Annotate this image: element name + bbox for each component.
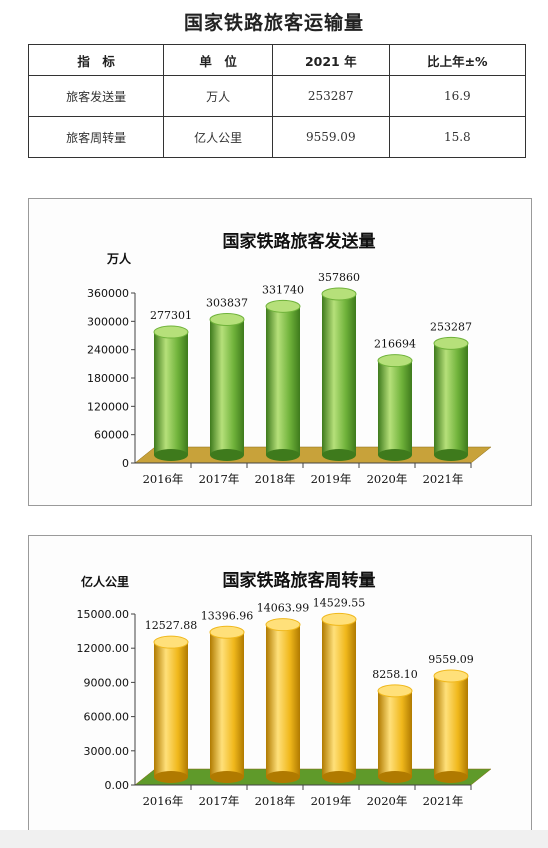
bar-base [266,449,300,461]
chart-title: 国家铁路旅客周转量 [223,570,376,591]
table-cell: 旅客周转量 [27,116,165,158]
y-tick-label: 6000.00 [84,711,130,724]
y-tick-label: 300000 [87,315,129,328]
table-header-row: 指 标 单 位 2021 年 比上年±% [27,44,527,76]
bar-top [377,684,413,698]
y-tick-label: 60000 [94,429,129,442]
x-tick-label: 2020年 [367,794,408,808]
bar-top [209,313,245,327]
data-label: 12527.88 [145,619,198,632]
chart-passenger-volume: 国家铁路旅客发送量万人 0 60000 120000 180000 240000 30000… [28,198,532,506]
data-label: 14529.55 [313,596,366,609]
data-label: 253287 [430,320,472,333]
bar-base [434,449,468,461]
bar [266,624,300,777]
header-year: 2021 年 [271,44,390,76]
data-label: 331740 [262,283,304,296]
bar-base [210,449,244,461]
bar [322,619,356,777]
y-tick-label: 0.00 [105,779,130,792]
bar [434,676,468,777]
bar-base [378,449,412,461]
bar-top [209,625,245,639]
x-tick-label: 2018年 [255,472,296,486]
table-cell: 253287 [271,75,390,117]
bar-top [321,287,357,301]
x-tick-label: 2019年 [311,794,352,808]
data-label: 216694 [374,338,416,351]
bar [322,294,356,455]
bar-base [322,449,356,461]
data-label: 303837 [206,297,248,310]
y-tick-label: 15000.00 [77,608,130,621]
x-tick-label: 2016年 [143,472,184,486]
bar-base [266,771,300,783]
bar-top [321,612,357,626]
header-indicator: 指 标 [27,44,165,76]
table-cell: 亿人公里 [163,116,273,158]
x-tick-label: 2017年 [199,794,240,808]
data-label: 8258.10 [372,668,418,681]
y-tick-label: 120000 [87,400,129,413]
table-cell: 旅客发送量 [27,75,165,117]
x-tick-label: 2021年 [423,794,464,808]
bar-top [433,336,469,350]
stats-table: 指 标 单 位 2021 年 比上年±% 旅客发送量 万人 253287 16.… [27,44,527,158]
page-title: 国家铁路旅客运输量 [183,12,364,34]
footer-strip [0,830,548,848]
table-cell: 16.9 [388,75,527,117]
x-tick-label: 2019年 [311,472,352,486]
bar-top [153,635,189,649]
x-tick-label: 2016年 [143,794,184,808]
chart-passenger-turnover: 国家铁路旅客周转量 亿人公里 0.00 3000.00 6000.00 9000.00 12… [28,535,532,831]
y-tick-label: 3000.00 [84,745,130,758]
y-tick-label: 12000.00 [77,642,130,655]
chart-svg-passenger-turnover: 国家铁路旅客周转量 亿人公里 0.00 3000.00 6000.00 9000.00 12… [77,570,492,808]
table-cell: 9559.09 [271,116,390,158]
header-change: 比上年±% [388,44,527,76]
data-label: 9559.09 [428,653,474,666]
bar-base [210,771,244,783]
header-unit: 单 位 [163,44,273,76]
table-row: 旅客发送量 万人 253287 16.9 [27,75,527,117]
x-tick-label: 2018年 [255,794,296,808]
bar-base [154,771,188,783]
bar [266,306,300,455]
bar [154,642,188,777]
bar-base [322,771,356,783]
y-tick-label: 180000 [87,372,129,385]
y-axis-unit-label: 万人 [106,251,132,266]
y-axis-unit-label: 亿人公里 [81,574,129,589]
y-tick-label: 0 [122,457,129,470]
data-label: 14063.99 [257,602,310,615]
bar-top [265,618,301,632]
table-cell: 万人 [163,75,273,117]
x-tick-label: 2017年 [199,472,240,486]
y-tick-label: 9000.00 [84,676,130,689]
bar-base [434,771,468,783]
bar-base [154,449,188,461]
data-label: 357860 [318,271,360,284]
bar [210,319,244,455]
bar [154,332,188,455]
data-label: 13396.96 [201,609,254,622]
x-tick-label: 2021年 [423,472,464,486]
bar [210,632,244,777]
bar-top [377,354,413,368]
y-tick-label: 360000 [87,287,129,300]
bar-top [265,299,301,313]
table-cell: 15.8 [388,116,527,158]
data-label: 277301 [150,309,192,322]
y-tick-label: 240000 [87,344,129,357]
bar-top [433,669,469,683]
table-row: 旅客周转量 亿人公里 9559.09 15.8 [27,116,527,158]
bar-top [153,325,189,339]
bar [434,343,468,455]
bar [378,690,412,777]
bar-base [378,771,412,783]
chart-title: 国家铁路旅客发送量 [223,231,376,252]
bar [378,360,412,455]
x-tick-label: 2020年 [367,472,408,486]
